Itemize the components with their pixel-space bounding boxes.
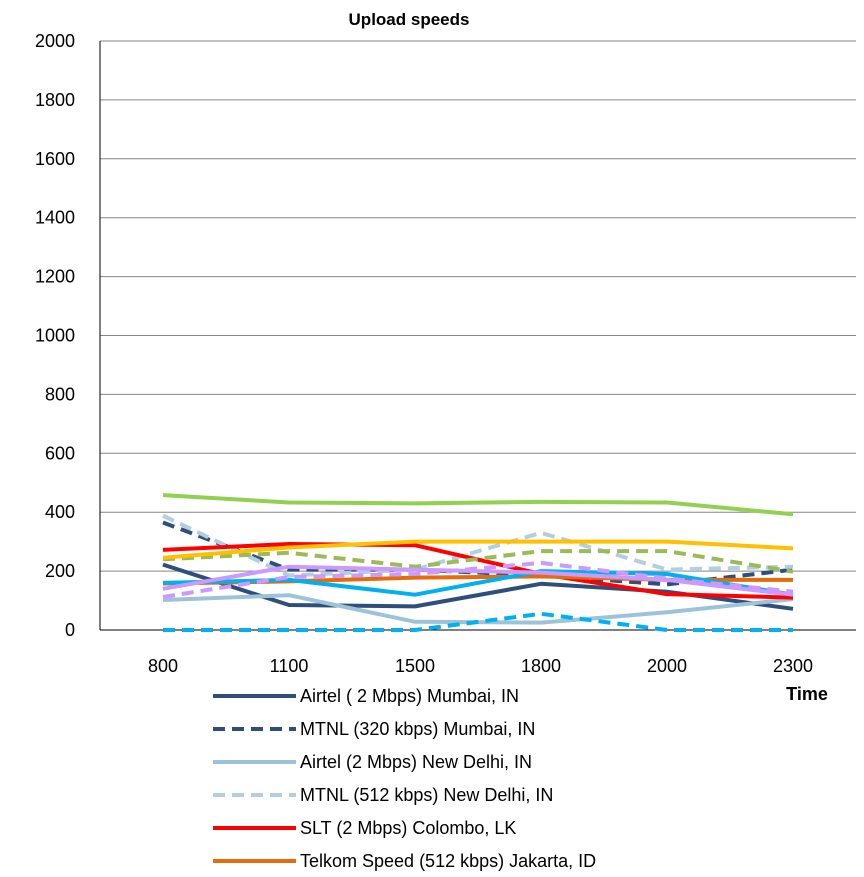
- legend-label: MTNL (320 kbps) Mumbai, IN: [300, 719, 535, 739]
- series-line: [162, 564, 794, 597]
- y-axis-tick-labels: 0 200 400 600 800 1000 1200 1400 1600 1800 2000: [35, 31, 75, 640]
- y-tick-label: 1600: [35, 149, 75, 169]
- series-line: [162, 549, 794, 574]
- chart-title: Upload speeds: [349, 10, 470, 29]
- series-line: [163, 611, 793, 632]
- x-axis-title: Time: [786, 684, 828, 704]
- x-tick-label: 800: [148, 656, 178, 676]
- legend-label: SLT (2 Mbps) Colombo, LK: [300, 818, 516, 838]
- series-line: [162, 539, 794, 560]
- x-tick-label: 2000: [647, 656, 687, 676]
- series-line: [162, 593, 794, 625]
- y-tick-label: 1200: [35, 267, 75, 287]
- x-tick-label: 2300: [773, 656, 813, 676]
- series-line: [162, 560, 794, 599]
- y-tick-label: 2000: [35, 31, 75, 51]
- legend-label: Airtel ( 2 Mbps) Mumbai, IN: [300, 686, 519, 706]
- x-axis-tick-labels: 800 1100 1500 1800 2000 2300: [148, 656, 813, 676]
- y-tick-label: 0: [65, 620, 75, 640]
- gridlines: [99, 40, 856, 631]
- series-lines: [162, 493, 794, 632]
- x-tick-label: 1800: [521, 656, 561, 676]
- y-tick-label: 800: [45, 384, 75, 404]
- legend-label: MTNL (512 kbps) New Delhi, IN: [300, 785, 553, 805]
- legend: Airtel ( 2 Mbps) Mumbai, IN MTNL (320 kbp…: [213, 686, 596, 871]
- x-tick-label: 1500: [395, 656, 435, 676]
- legend-label: Airtel (2 Mbps) New Delhi, IN: [300, 752, 532, 772]
- series-line: [162, 493, 794, 517]
- y-tick-label: 1000: [35, 326, 75, 346]
- legend-label: Telkom Speed (512 kbps) Jakarta, ID: [300, 851, 596, 871]
- y-tick-label: 600: [45, 443, 75, 463]
- y-tick-label: 1800: [35, 90, 75, 110]
- series-line: [162, 513, 794, 578]
- y-tick-label: 1400: [35, 208, 75, 228]
- y-tick-label: 400: [45, 502, 75, 522]
- series-line: [162, 542, 794, 600]
- x-tick-label: 1100: [270, 656, 309, 676]
- y-tick-label: 200: [45, 561, 75, 581]
